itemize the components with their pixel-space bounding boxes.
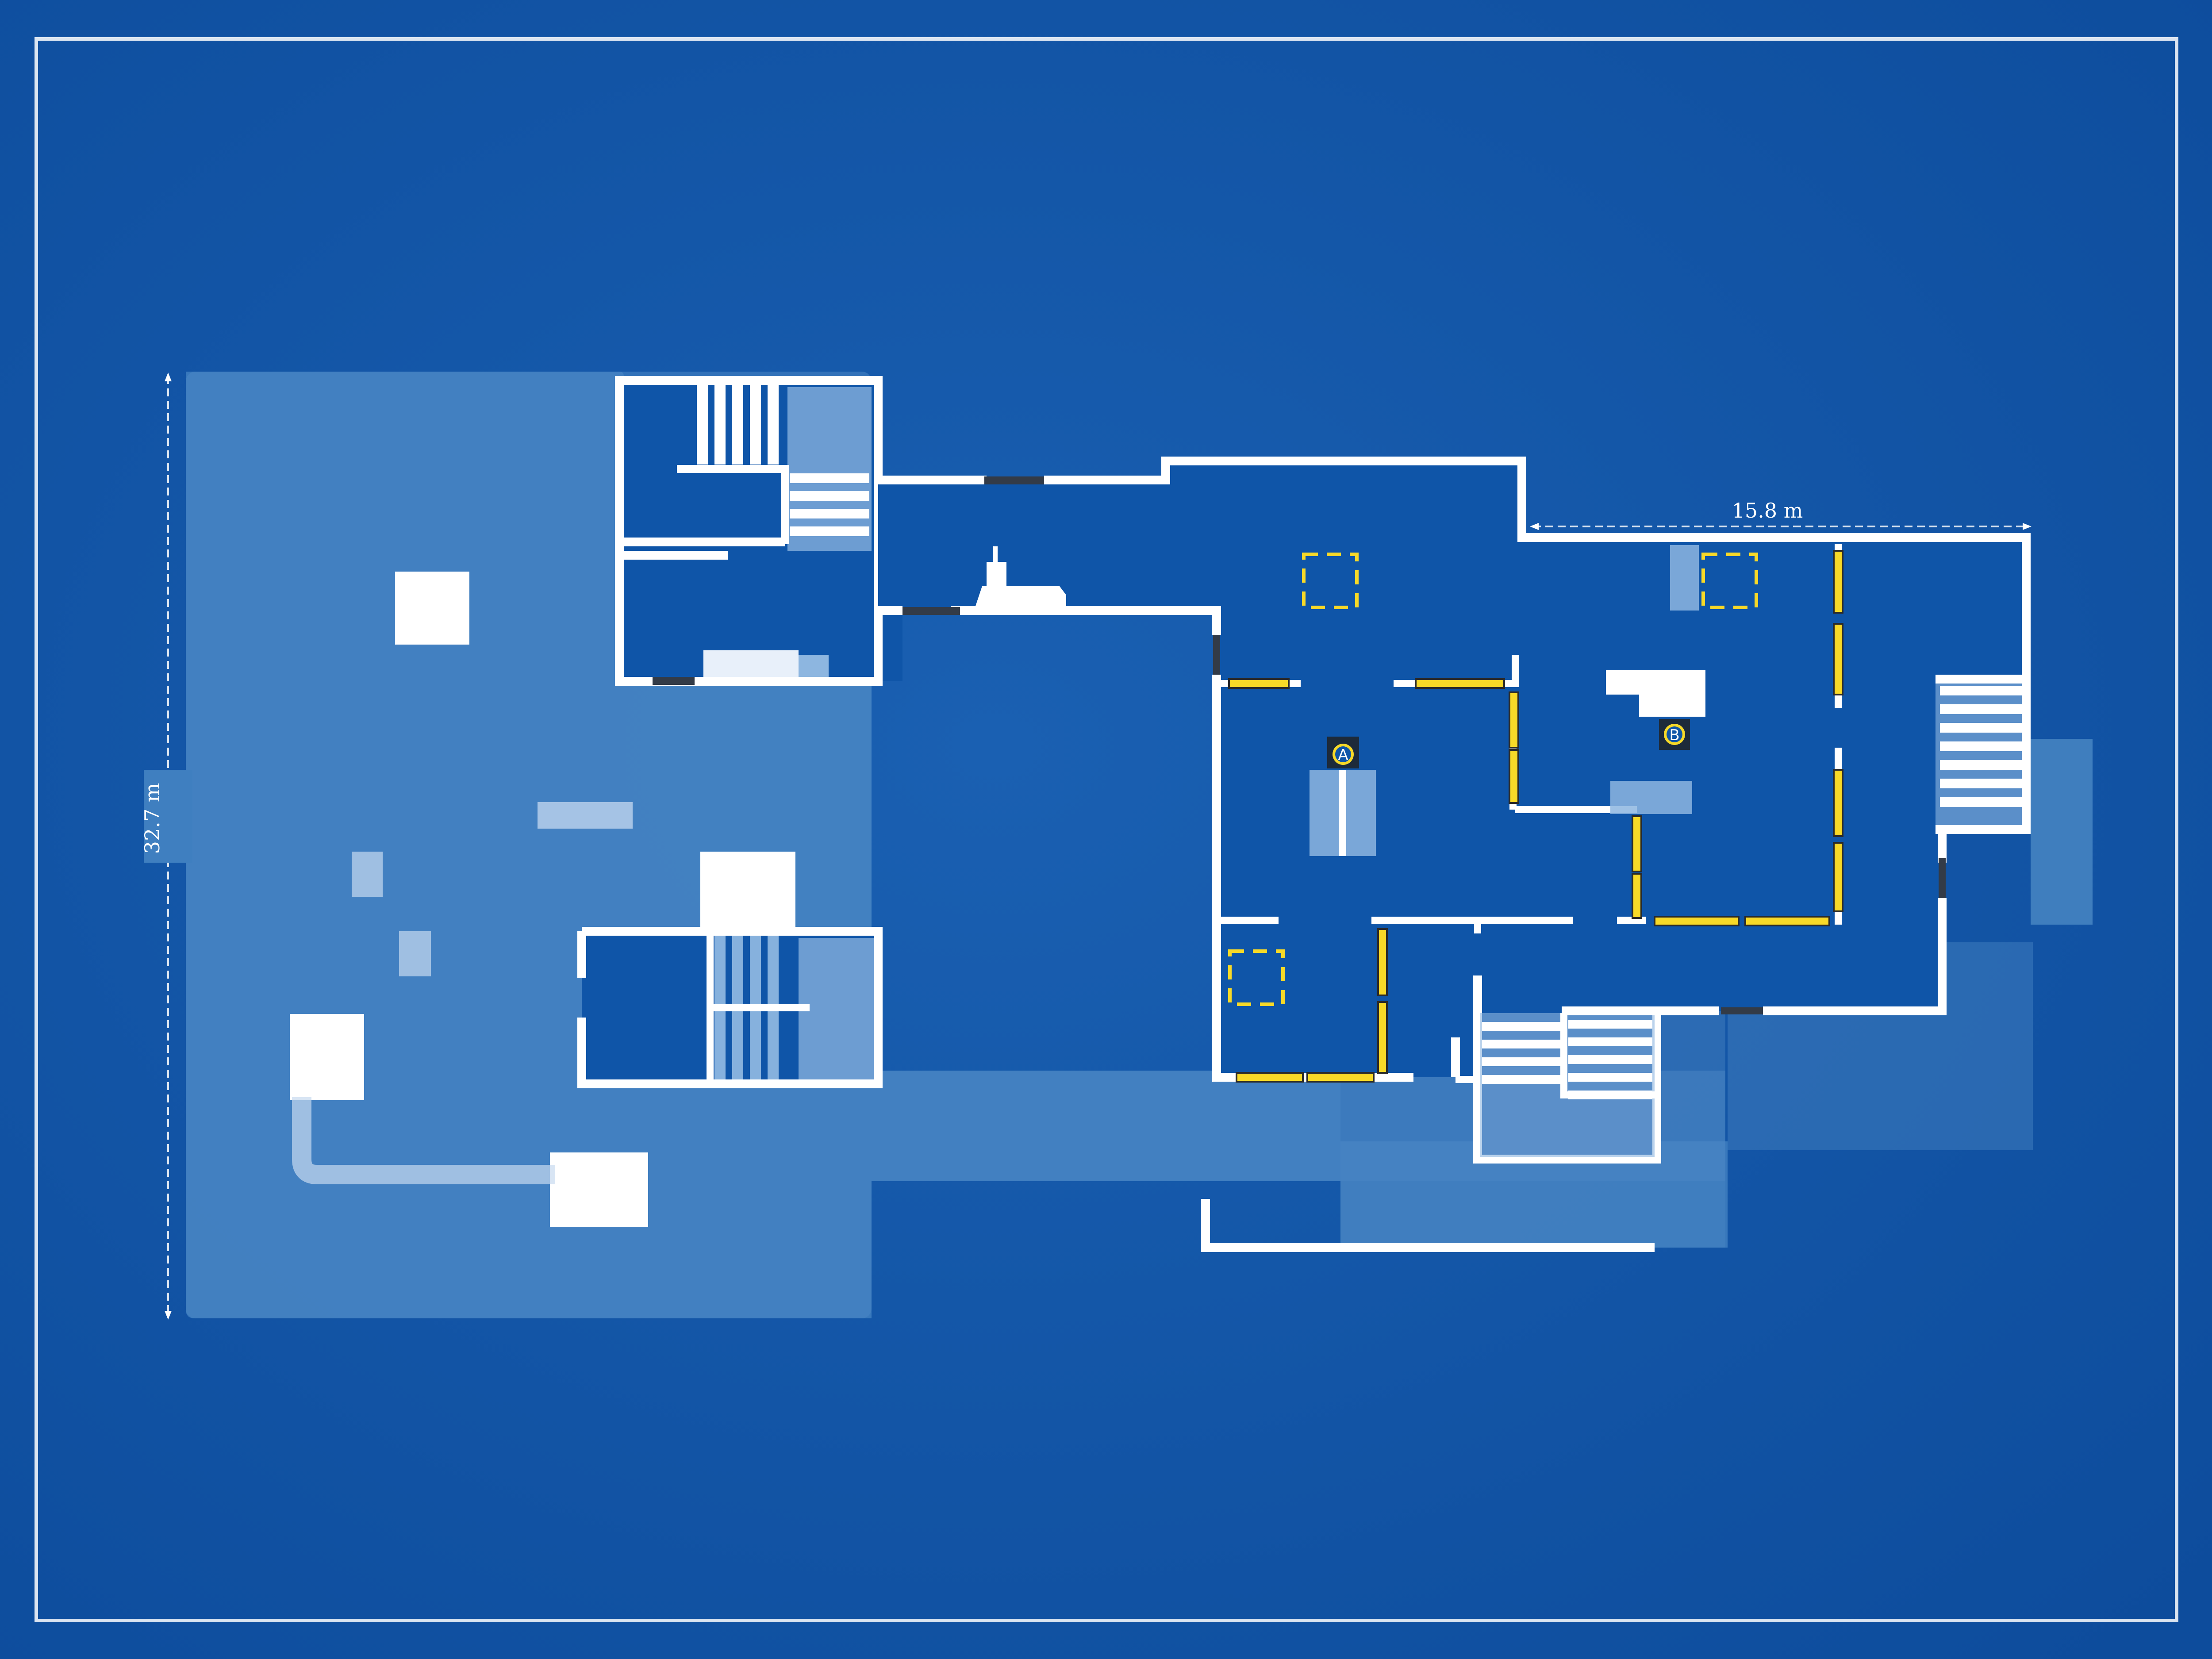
- crate: [290, 1014, 364, 1100]
- south-stairwell: [1480, 1006, 1657, 1157]
- stairs-icon: [1482, 1020, 1652, 1099]
- dimension-horizontal: 15.8 m: [1530, 499, 2032, 530]
- stairs-icon: [1940, 686, 2022, 807]
- glass-panel: [799, 938, 874, 1079]
- walkway-path: [292, 1097, 555, 1184]
- crate: [395, 572, 469, 645]
- dashed-square-icon: [1701, 553, 1758, 609]
- low-cover: [538, 802, 633, 829]
- east-stairwell: [1936, 675, 2031, 834]
- bomb-site-b-label: B: [1669, 726, 1679, 744]
- boat-icon: [975, 546, 1066, 606]
- reinforced-walls: [1228, 550, 1843, 1083]
- bomb-site-b: B: [1606, 545, 1705, 814]
- spawn-zones: [1228, 553, 1758, 1006]
- glass-panel: [1610, 781, 1692, 814]
- dashed-square-icon: [1302, 553, 1359, 609]
- stairs-icon: [790, 473, 869, 536]
- table: [1639, 692, 1705, 717]
- dimension-vertical-label: 32.7 m: [140, 783, 164, 854]
- blueprint-frame: [35, 37, 2178, 1622]
- glass-panel: [787, 387, 872, 551]
- counter-end: [799, 655, 829, 679]
- glass-panel: [1670, 545, 1699, 611]
- northwest-building: [615, 376, 883, 686]
- outdoor-cover: [290, 572, 795, 1227]
- low-cover: [399, 931, 431, 976]
- stairs-icon: [714, 936, 779, 1079]
- outdoor-area-east-notch: [2031, 739, 2093, 925]
- stairs-icon: [697, 385, 779, 465]
- bomb-site-a: A: [1310, 737, 1376, 856]
- dimension-vertical: 32.7 m: [140, 373, 192, 1320]
- crate: [550, 1152, 648, 1227]
- main-building-floor: [878, 461, 2026, 1159]
- southwest-building: [577, 927, 883, 1088]
- doorway: [653, 677, 695, 685]
- bomb-site-a-label: A: [1338, 746, 1348, 764]
- crate: [700, 852, 795, 931]
- low-cover: [352, 852, 383, 897]
- doorways: [902, 476, 1946, 1014]
- dashed-square-icon: [1228, 949, 1285, 1006]
- table: [1606, 670, 1705, 695]
- counter: [703, 650, 799, 679]
- dimension-horizontal-label: 15.8 m: [1732, 499, 1803, 522]
